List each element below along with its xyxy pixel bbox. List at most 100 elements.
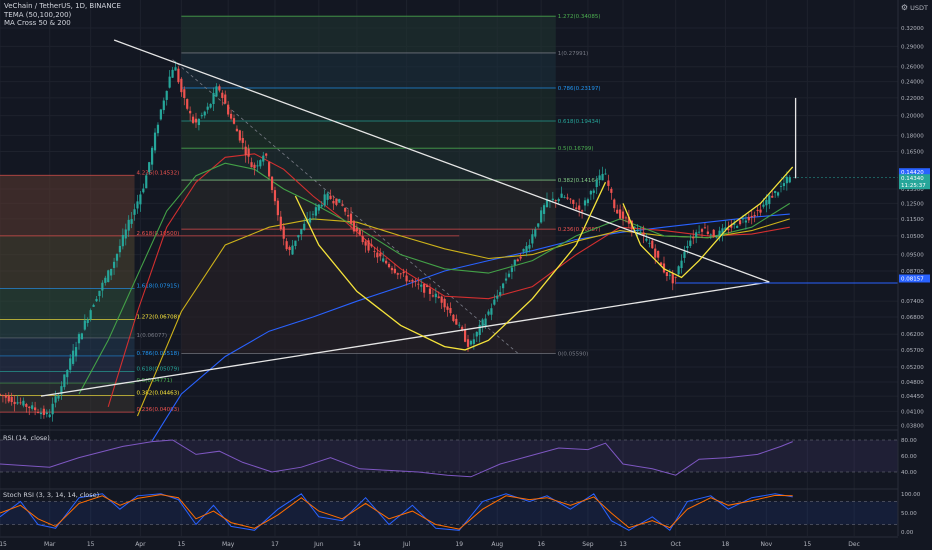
moving-averages [78,153,791,442]
candle-body [311,213,315,215]
stoch-rsi-title[interactable]: Stoch RSI (3, 3, 14, 14, close) [3,491,100,499]
candle-body [39,412,43,415]
candle-body [461,326,464,331]
candle-body [288,247,291,251]
candle-body [273,190,277,202]
time-tick-label: Jul [402,541,411,548]
candle-body [200,115,203,117]
candle-body [34,407,37,411]
candle-body [10,396,13,403]
candle-body [695,232,698,237]
fib-retracement-label: 0.786(0.23197) [558,86,601,92]
candle-body [621,211,625,219]
candle-body [542,205,546,214]
symbol-title[interactable]: VeChain / TetherUS, 1D, BINANCE [4,2,121,10]
candle-body [437,296,440,298]
candle-body [557,198,560,202]
fib-retracement-label: 0.618(0.19434) [558,119,601,125]
candle-body [671,273,674,284]
candle-body [507,273,511,277]
price-tick-label: 0.05200 [901,365,924,371]
price-tick-label: 0.22000 [901,96,924,102]
price-tick-label: 0.20000 [901,114,924,120]
candle-body [118,245,122,253]
candle-body [469,340,473,345]
candle-body [651,240,654,249]
candle-body [308,217,312,223]
rsi-tick-label: 40.00 [901,470,917,476]
fib-extension-label: 1.272(0.06708) [137,314,180,320]
candle-body [370,244,373,247]
candle-body [25,404,28,407]
candle-body [768,195,771,205]
indicator-ma-cross[interactable]: MA Cross 50 & 200 [4,19,71,28]
candle-body [253,164,256,169]
stoch-tick-label: 50.00 [901,511,917,517]
fib-retracement-zone [181,16,556,53]
candle-body [344,207,347,212]
time-tick-label: 13 [619,541,627,548]
candle-body [276,200,279,216]
candle-body [206,106,209,110]
rsi-title[interactable]: RSI (14, close) [3,434,50,442]
candle-body [212,92,215,104]
candle-body [598,175,601,180]
currency-label[interactable]: USDT [910,4,928,12]
candle-body [224,94,227,104]
drawings [40,39,898,397]
candle-body [727,228,730,231]
candle-body [218,86,221,91]
price-tag [899,168,930,177]
candle-body [580,210,584,212]
candle-body [756,209,759,211]
candle-body [294,240,297,246]
candle-body [551,198,554,201]
candle-body [627,216,630,224]
fib-retracement-label: 0.382(0.14164) [558,178,601,184]
candle-body [186,99,189,109]
candle-body [762,204,765,207]
candle-body [724,227,727,231]
candle-body [48,414,51,417]
candle-body [31,405,34,409]
candle-body [449,308,452,314]
candle-body [238,130,241,141]
price-tick-label: 0.11500 [901,217,924,223]
candle-body [42,408,45,415]
candle-body [513,259,516,266]
candle-body [1,395,5,396]
candle-body [142,188,145,193]
candle-body [66,369,69,378]
candle-body [396,273,399,275]
candle-body [194,118,198,123]
candle-body [700,229,704,232]
fib-extension-zone [0,175,135,236]
time-tick-label: Nov [761,541,773,548]
candle-body [528,244,531,249]
candle-body [616,209,619,214]
candle-body [376,252,379,258]
candle-body [346,215,350,217]
candle-body [130,219,133,224]
rsi-tick-label: 80.00 [901,438,917,444]
candle-body [349,213,353,224]
candle-body [107,270,110,283]
candle-body [332,200,335,204]
indicator-tema[interactable]: TEMA (50,100,200) [4,10,72,19]
candle-body [554,200,557,202]
candle-body [28,406,31,409]
candle-body [133,209,136,215]
settings-gear-icon[interactable]: ⚙ [900,3,908,12]
fib-retracement-zone [181,52,556,89]
candle-body [159,109,162,120]
candle-body [112,261,116,268]
fib-levels: 1.272(0.34085) 1(0.27991) 0.786(0.23197) 0.… [0,14,601,413]
price-tick-label: 0.06200 [901,332,924,338]
chart-header: VeChain / TetherUS, 1D, BINANCE TEMA (50… [4,2,121,28]
candle-body [408,280,411,282]
candle-body [153,132,157,151]
candle-body [519,256,522,259]
candle-body [493,299,496,305]
candle-body [531,234,534,244]
candle-body [706,231,709,234]
